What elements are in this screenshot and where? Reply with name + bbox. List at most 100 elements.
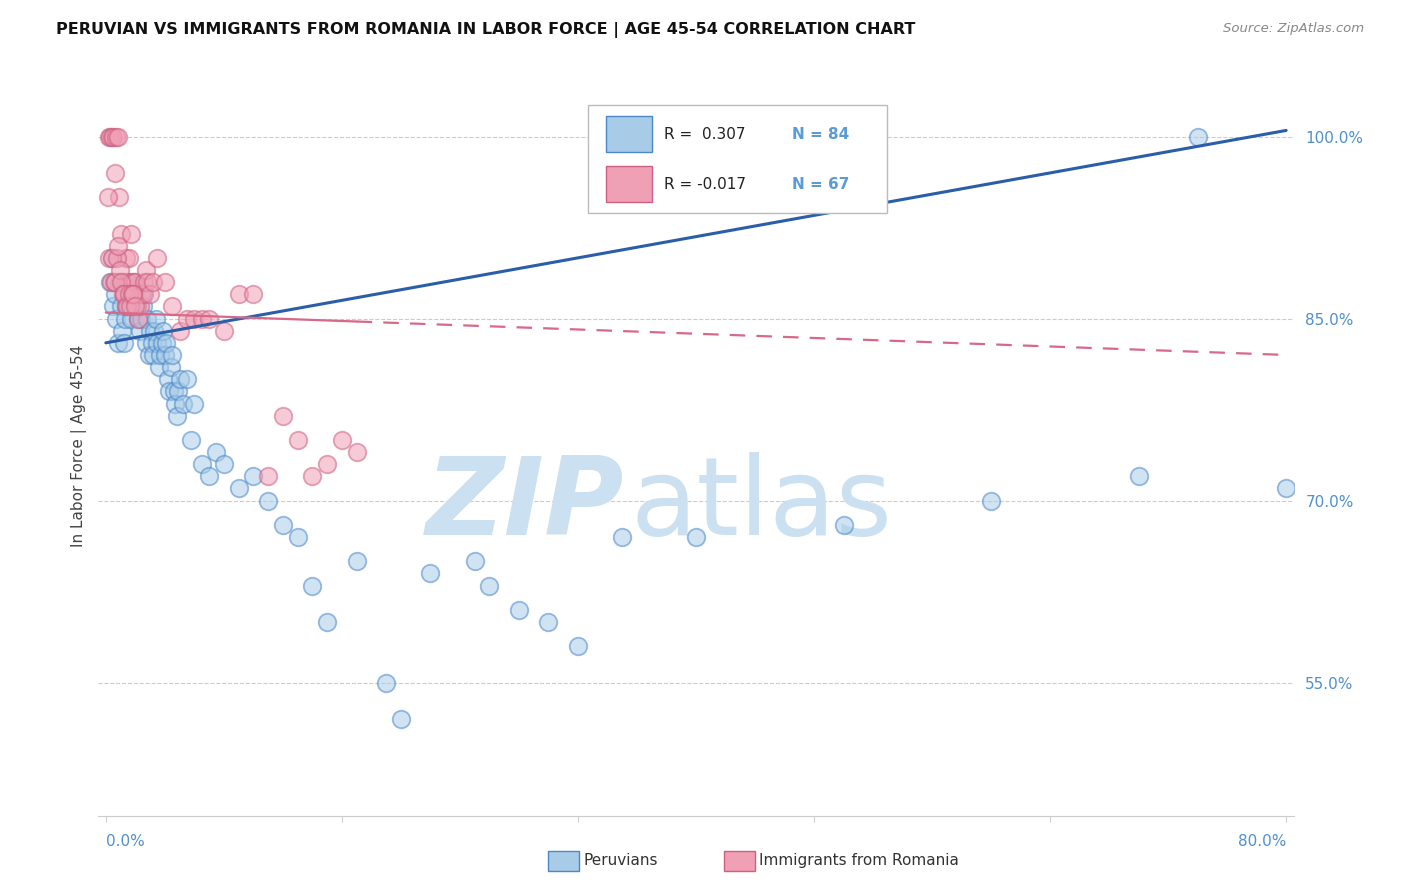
- Point: [124, 275, 146, 289]
- Point: [190, 311, 212, 326]
- Point: [100, 129, 122, 144]
- Point: [98, 275, 121, 289]
- Point: [120, 227, 142, 241]
- Point: [104, 166, 127, 180]
- Point: [152, 324, 174, 338]
- Point: [180, 433, 202, 447]
- Point: [118, 287, 141, 301]
- Point: [257, 469, 280, 483]
- Point: [160, 300, 183, 314]
- Point: [271, 517, 294, 532]
- Point: [287, 530, 309, 544]
- Point: [128, 324, 150, 338]
- Point: [139, 287, 162, 301]
- Point: [142, 348, 165, 362]
- Point: [127, 311, 149, 326]
- Point: [105, 251, 128, 265]
- Point: [1275, 482, 1298, 496]
- Point: [567, 640, 589, 654]
- Text: atlas: atlas: [630, 452, 893, 558]
- Point: [136, 275, 159, 289]
- Point: [150, 335, 173, 350]
- Point: [129, 311, 152, 326]
- Point: [155, 335, 177, 350]
- Point: [117, 275, 139, 289]
- Point: [122, 287, 145, 301]
- Text: R = -0.017: R = -0.017: [664, 177, 745, 192]
- Point: [134, 287, 156, 301]
- Point: [242, 469, 264, 483]
- Point: [159, 360, 181, 375]
- Point: [118, 287, 141, 301]
- Point: [114, 311, 136, 326]
- Point: [138, 348, 160, 362]
- Point: [142, 275, 165, 289]
- Point: [105, 311, 128, 326]
- Point: [242, 287, 264, 301]
- Point: [157, 384, 180, 399]
- Point: [287, 433, 309, 447]
- Point: [346, 554, 368, 568]
- Point: [118, 251, 141, 265]
- Point: [141, 335, 163, 350]
- Point: [163, 384, 186, 399]
- Point: [97, 190, 120, 204]
- Point: [135, 335, 157, 350]
- Point: [111, 287, 134, 301]
- Point: [146, 335, 169, 350]
- Point: [153, 348, 176, 362]
- Point: [330, 433, 353, 447]
- Point: [112, 287, 135, 301]
- Point: [145, 311, 167, 326]
- Point: [104, 287, 127, 301]
- Point: [120, 311, 142, 326]
- Point: [115, 300, 138, 314]
- Point: [115, 251, 138, 265]
- Point: [98, 129, 121, 144]
- Point: [612, 530, 634, 544]
- Point: [316, 457, 339, 471]
- Point: [149, 348, 172, 362]
- Point: [316, 615, 339, 629]
- Point: [167, 384, 190, 399]
- Point: [160, 348, 183, 362]
- Point: [301, 578, 323, 592]
- Point: [115, 300, 138, 314]
- Point: [112, 335, 135, 350]
- Point: [190, 457, 212, 471]
- Point: [103, 275, 125, 289]
- Point: [131, 300, 153, 314]
- Point: [165, 396, 187, 410]
- Point: [257, 493, 280, 508]
- Point: [122, 275, 145, 289]
- Point: [980, 493, 1002, 508]
- Point: [508, 603, 530, 617]
- Point: [131, 287, 153, 301]
- Text: 80.0%: 80.0%: [1237, 834, 1286, 849]
- Text: ZIP: ZIP: [426, 452, 624, 558]
- Point: [1393, 517, 1406, 532]
- Point: [198, 469, 221, 483]
- Point: [125, 300, 148, 314]
- Point: [176, 372, 198, 386]
- Point: [172, 396, 194, 410]
- Point: [143, 324, 166, 338]
- Point: [1187, 129, 1209, 144]
- Point: [419, 566, 441, 581]
- Point: [389, 712, 412, 726]
- Text: R =  0.307: R = 0.307: [664, 127, 745, 142]
- Point: [228, 482, 250, 496]
- Point: [146, 251, 169, 265]
- Text: Source: ZipAtlas.com: Source: ZipAtlas.com: [1223, 22, 1364, 36]
- Point: [464, 554, 486, 568]
- Point: [301, 469, 323, 483]
- Point: [108, 190, 131, 204]
- Point: [271, 409, 294, 423]
- Point: [105, 129, 128, 144]
- Point: [128, 300, 150, 314]
- Point: [156, 372, 179, 386]
- Point: [139, 324, 162, 338]
- Point: [198, 311, 221, 326]
- Point: [169, 324, 191, 338]
- Point: [107, 335, 129, 350]
